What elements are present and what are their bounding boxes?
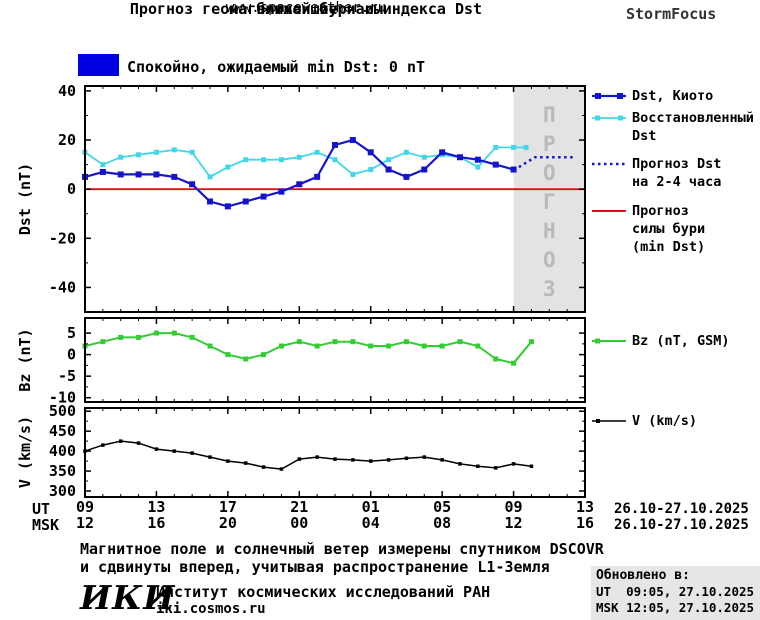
svg-text:О: О bbox=[543, 248, 556, 272]
svg-text:16: 16 bbox=[147, 514, 165, 532]
brand-label: StormFocus bbox=[626, 5, 717, 23]
institute-url-link[interactable]: iki.cosmos.ru bbox=[156, 601, 266, 617]
restored-dst-line-icon bbox=[592, 115, 626, 121]
legend-restored-line2: Dst bbox=[632, 128, 657, 144]
svg-text:400: 400 bbox=[49, 442, 76, 460]
storm-status-text: Спокойно, ожидаемый min Dst: 0 nT bbox=[127, 58, 426, 76]
legend-forecast-line1: Прогноз Dst bbox=[632, 156, 722, 172]
page-title: Прогноз геомагнитной бури и индекса Dst bbox=[129, 0, 483, 18]
svg-text:-5: -5 bbox=[58, 367, 76, 385]
svg-text:О: О bbox=[543, 161, 556, 185]
svg-text:17: 17 bbox=[219, 498, 237, 516]
svg-text:12: 12 bbox=[505, 514, 523, 532]
svg-text:16: 16 bbox=[576, 514, 594, 532]
svg-text:0: 0 bbox=[67, 180, 76, 198]
iki-logo: ИКИ bbox=[80, 578, 176, 617]
legend-bz-label: Bz (nT, GSM) bbox=[632, 333, 730, 349]
svg-text:20: 20 bbox=[219, 514, 237, 532]
legend-v-label: V (km/s) bbox=[632, 413, 698, 429]
data-source-note-line2: и сдвинуты вперед, учитывая распростране… bbox=[80, 558, 550, 576]
svg-text:12: 12 bbox=[76, 514, 94, 532]
msk-row-label: MSK bbox=[32, 516, 60, 534]
legend-restored-dst: Восстановленный Dst bbox=[592, 109, 754, 145]
dst-axis-label: Dst (nT) bbox=[16, 162, 34, 236]
date-range-msk: 26.10-27.10.2025 bbox=[614, 517, 749, 533]
svg-text:500: 500 bbox=[49, 402, 76, 420]
date-range-ut: 26.10-27.10.2025 bbox=[614, 501, 749, 517]
legend-storm-line2: силы бури bbox=[632, 221, 706, 237]
svg-text:350: 350 bbox=[49, 462, 76, 480]
legend-storm-strength: Прогноз силы бури (min Dst) bbox=[592, 202, 705, 256]
updated-label: Обновлено в: bbox=[596, 568, 690, 583]
bz-axis-label: Bz (nT) bbox=[16, 328, 34, 392]
legend-dst-kyoto: Dst, Киото bbox=[592, 87, 713, 105]
svg-text:01: 01 bbox=[362, 498, 380, 516]
svg-text:40: 40 bbox=[58, 82, 76, 100]
svg-text:20: 20 bbox=[58, 131, 76, 149]
svg-text:05: 05 bbox=[433, 498, 451, 516]
legend-storm-strength-label: Прогноз силы бури (min Dst) bbox=[632, 202, 705, 256]
svg-text:08: 08 bbox=[433, 514, 451, 532]
legend-bz: Bz (nT, GSM) bbox=[592, 332, 730, 350]
svg-text:04: 04 bbox=[362, 514, 380, 532]
v-axis-label: V (km/s) bbox=[16, 415, 34, 489]
storm-level-swatch bbox=[78, 54, 119, 76]
svg-text:300: 300 bbox=[49, 482, 76, 500]
storm-strength-line-icon bbox=[592, 210, 626, 212]
legend-storm-line1: Прогноз bbox=[632, 203, 689, 219]
svg-text:Н: Н bbox=[543, 219, 556, 243]
svg-text:З: З bbox=[543, 277, 556, 301]
svg-text:П: П bbox=[543, 103, 556, 127]
svg-text:09: 09 bbox=[505, 498, 523, 516]
dst-kyoto-line-icon bbox=[592, 93, 626, 99]
svg-text:-10: -10 bbox=[49, 389, 76, 407]
legend-restored-line1: Восстановленный bbox=[632, 110, 754, 126]
legend-v: V (km/s) bbox=[592, 412, 697, 430]
legend-forecast-line2: на 2-4 часа bbox=[632, 174, 722, 190]
svg-text:-40: -40 bbox=[49, 278, 76, 296]
legend-storm-line3: (min Dst) bbox=[632, 239, 706, 255]
legend-forecast-dst: Прогноз Dst на 2-4 часа bbox=[592, 155, 721, 191]
updated-box: Обновлено в: UT 09:05, 27.10.2025 MSK 12… bbox=[591, 566, 760, 620]
bz-line-icon bbox=[592, 338, 626, 344]
svg-text:09: 09 bbox=[76, 498, 94, 516]
svg-text:00: 00 bbox=[290, 514, 308, 532]
svg-text:Г: Г bbox=[543, 190, 556, 214]
updated-msk: MSK 12:05, 27.10.2025 bbox=[596, 600, 755, 615]
page-title-line2: на ближайшие часы bbox=[229, 0, 383, 18]
legend-forecast-dst-label: Прогноз Dst на 2-4 часа bbox=[632, 155, 721, 191]
svg-text:0: 0 bbox=[67, 346, 76, 364]
forecast-dst-dotted-line-icon bbox=[592, 162, 626, 166]
svg-text:450: 450 bbox=[49, 422, 76, 440]
svg-text:13: 13 bbox=[576, 498, 594, 516]
legend-restored-dst-label: Восстановленный Dst bbox=[632, 109, 754, 145]
svg-text:-20: -20 bbox=[49, 229, 76, 247]
data-source-note-line1: Магнитное поле и солнечный ветер измерен… bbox=[80, 540, 604, 558]
institute-name: Институт космических исследований РАН bbox=[156, 583, 491, 601]
svg-text:5: 5 bbox=[67, 324, 76, 342]
svg-text:Р: Р bbox=[543, 132, 556, 156]
site-url-link[interactable]: www.spaceweather.ru bbox=[225, 0, 387, 16]
svg-text:21: 21 bbox=[290, 498, 308, 516]
svg-text:13: 13 bbox=[147, 498, 165, 516]
legend-dst-kyoto-label: Dst, Киото bbox=[632, 88, 714, 104]
v-line-icon bbox=[592, 419, 626, 423]
ut-row-label: UT bbox=[32, 500, 51, 518]
updated-ut: UT 09:05, 27.10.2025 bbox=[596, 584, 755, 599]
